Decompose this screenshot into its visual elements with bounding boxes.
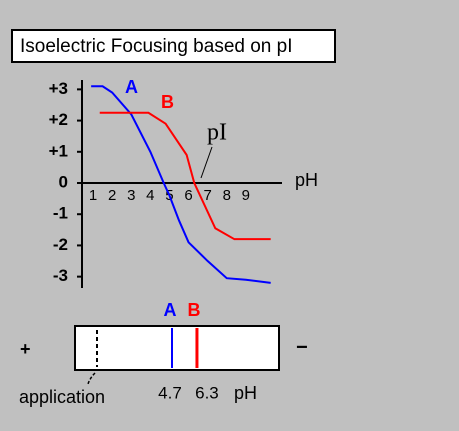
band-label: B: [187, 300, 200, 320]
strip-unit: pH: [234, 383, 257, 403]
x-tick-label: 1: [89, 187, 97, 204]
annotation-pointer: [200, 146, 213, 179]
y-tick-label: 0: [59, 172, 68, 191]
y-tick-label: +1: [49, 141, 68, 160]
application-label: application: [19, 387, 105, 407]
y-tick-label: +2: [49, 110, 68, 129]
cathode-sign: −: [296, 336, 308, 358]
x-axis-label: pH: [295, 170, 318, 190]
chart-title: Isoelectric Focusing based on pI: [20, 36, 293, 57]
x-tick-label: 8: [223, 187, 231, 204]
annotation: pI: [207, 120, 227, 146]
x-tick-label: 4: [146, 187, 154, 204]
series-label: B: [161, 92, 174, 112]
anode-sign: +: [20, 339, 31, 359]
x-tick-label: 7: [203, 187, 211, 204]
application-pointer: [87, 372, 96, 385]
band-value: 4.7: [158, 383, 182, 402]
y-tick-label: +3: [49, 79, 68, 98]
band-label: A: [164, 300, 177, 320]
x-tick-label: 6: [184, 187, 192, 204]
band-value: 6.3: [195, 383, 219, 402]
series-label: A: [125, 77, 138, 97]
y-tick-label: -2: [53, 235, 68, 254]
y-tick-label: -3: [53, 266, 68, 285]
gel-strip: [74, 325, 280, 371]
x-tick-label: 3: [127, 187, 135, 204]
title-box: [11, 29, 336, 63]
series-line: [91, 85, 271, 284]
y-tick-label: -1: [53, 204, 68, 223]
series-line: [99, 111, 271, 241]
x-tick-label: 9: [242, 187, 250, 204]
x-tick-label: 2: [108, 187, 116, 204]
